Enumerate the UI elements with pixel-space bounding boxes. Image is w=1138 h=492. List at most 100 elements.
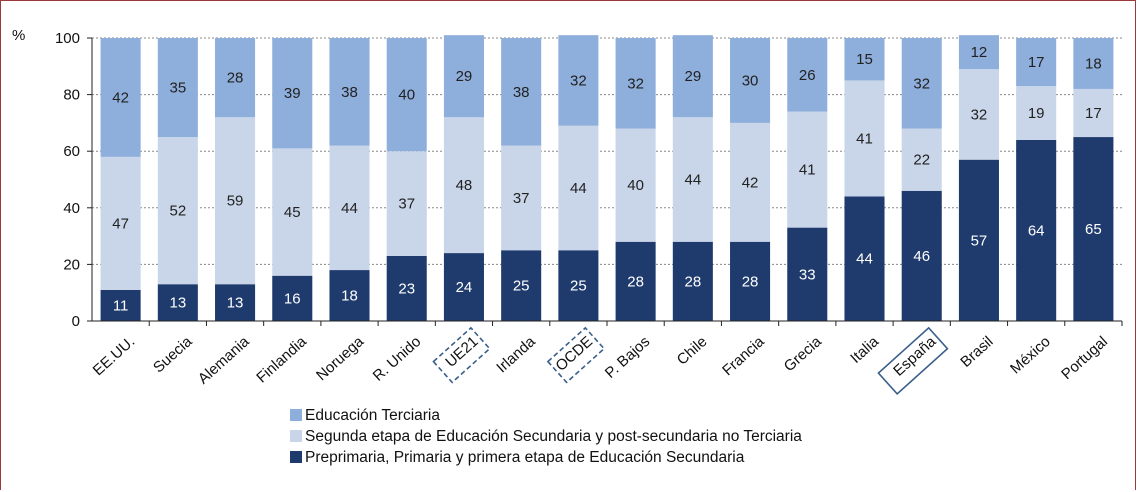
data-label: 35 bbox=[169, 80, 186, 97]
data-label: 47 bbox=[112, 215, 129, 232]
bars: 11 47 42 13 52 35 13 59 28 16 45 39 18 44 38 23 37 40 24 48… bbox=[100, 35, 1114, 321]
category-label: Chile bbox=[674, 333, 711, 369]
data-label: 25 bbox=[570, 278, 587, 295]
data-label: 45 bbox=[284, 204, 301, 221]
data-label: 13 bbox=[169, 295, 186, 312]
dashed-highlight-box bbox=[432, 326, 491, 384]
data-label: 48 bbox=[456, 177, 473, 194]
category-label: Grecia bbox=[781, 333, 826, 376]
bar-segment bbox=[730, 122, 771, 242]
bar-segment bbox=[844, 80, 885, 197]
bar-segment bbox=[100, 38, 141, 157]
y-tick-label: 0 bbox=[72, 313, 80, 330]
bar-segment bbox=[100, 289, 141, 321]
category-label: Portugal bbox=[1058, 333, 1111, 383]
data-label: 65 bbox=[1085, 221, 1102, 238]
bar-segment bbox=[844, 196, 885, 321]
bar-segment bbox=[958, 159, 999, 321]
category-labels: EE.UU. Suecia Alemania Finlandia Noruega R. U… bbox=[90, 326, 1111, 396]
legend-swatch bbox=[290, 451, 302, 463]
data-label: 44 bbox=[570, 180, 587, 197]
bar-segment bbox=[1073, 38, 1114, 89]
data-label: 32 bbox=[971, 106, 988, 123]
data-label: 32 bbox=[570, 72, 587, 89]
bar-segment bbox=[272, 148, 313, 276]
bar-segment bbox=[787, 38, 828, 112]
category-label: México bbox=[1007, 333, 1054, 377]
data-label: 39 bbox=[284, 85, 301, 102]
bar-segment bbox=[615, 128, 656, 242]
bar-segment bbox=[1016, 139, 1057, 321]
data-label: 38 bbox=[341, 84, 358, 101]
bar-segment bbox=[329, 145, 370, 271]
bar-segment bbox=[386, 38, 427, 152]
data-label: 28 bbox=[227, 70, 244, 87]
bar-segment bbox=[730, 38, 771, 123]
bar-segment bbox=[443, 253, 484, 321]
data-label: 44 bbox=[856, 251, 873, 268]
bar-segment bbox=[1073, 137, 1114, 321]
bar-segment bbox=[958, 69, 999, 160]
bar-segment bbox=[901, 128, 942, 191]
y-axis-unit-label: % bbox=[12, 27, 25, 44]
category-label: P. Bajos bbox=[602, 333, 653, 382]
data-label: 41 bbox=[856, 130, 873, 147]
bar-segment bbox=[730, 241, 771, 321]
data-label: 41 bbox=[799, 162, 816, 179]
bar-segment bbox=[501, 250, 542, 321]
data-label: 52 bbox=[169, 203, 186, 220]
data-label: 37 bbox=[513, 190, 530, 207]
bar-segment bbox=[501, 145, 542, 251]
data-label: 40 bbox=[398, 87, 415, 104]
dashed-highlight-box bbox=[546, 326, 606, 384]
bar-segment bbox=[1073, 88, 1114, 138]
category-label: EE.UU. bbox=[90, 333, 139, 379]
data-label: 18 bbox=[341, 288, 358, 305]
bar-segment bbox=[215, 38, 256, 118]
legend-swatch bbox=[290, 409, 302, 421]
data-label: 17 bbox=[1028, 54, 1045, 71]
category-label: Suecia bbox=[150, 333, 196, 377]
y-tick-label: 100 bbox=[55, 30, 80, 47]
bar-segment bbox=[215, 284, 256, 321]
bar-segment bbox=[958, 35, 999, 70]
data-label: 28 bbox=[684, 273, 701, 290]
category-label: Italia bbox=[847, 333, 882, 367]
data-label: 28 bbox=[627, 273, 644, 290]
bar-segment bbox=[558, 35, 599, 126]
bar-segment bbox=[329, 38, 370, 146]
y-tick-label: 20 bbox=[63, 256, 80, 273]
bar-segment bbox=[1016, 38, 1057, 87]
data-label: 42 bbox=[112, 89, 129, 106]
data-label: 57 bbox=[971, 232, 988, 249]
bar-segment bbox=[272, 275, 313, 321]
bar-segment bbox=[787, 227, 828, 321]
y-tick-label: 80 bbox=[63, 87, 80, 104]
category-label: R. Unido bbox=[370, 333, 425, 385]
category-label: Alemania bbox=[195, 333, 253, 388]
legend-label: Segunda etapa de Educación Secundaria y … bbox=[305, 428, 802, 445]
bar-segment bbox=[901, 190, 942, 321]
y-tick-label: 40 bbox=[63, 200, 80, 217]
bar-segment bbox=[386, 255, 427, 321]
legend-label: Educación Terciaria bbox=[305, 407, 440, 424]
bar-segment bbox=[272, 38, 313, 149]
data-label: 18 bbox=[1085, 55, 1102, 72]
category-label: Brasil bbox=[957, 333, 996, 371]
data-label: 24 bbox=[456, 279, 473, 296]
bar-segment bbox=[1016, 86, 1057, 140]
data-label: 44 bbox=[684, 172, 701, 189]
data-label: 59 bbox=[227, 193, 244, 210]
bar-segment bbox=[672, 117, 713, 242]
axes: 0 20 40 60 80 100 bbox=[55, 30, 1123, 330]
data-label: 16 bbox=[284, 290, 301, 307]
bar-segment bbox=[615, 241, 656, 321]
bar-segment bbox=[329, 270, 370, 321]
bar-segment bbox=[157, 284, 198, 321]
bar-segment bbox=[558, 125, 599, 251]
data-label: 42 bbox=[742, 174, 759, 191]
data-label: 38 bbox=[513, 84, 530, 101]
data-label: 26 bbox=[799, 67, 816, 84]
bar-segment bbox=[901, 38, 942, 129]
